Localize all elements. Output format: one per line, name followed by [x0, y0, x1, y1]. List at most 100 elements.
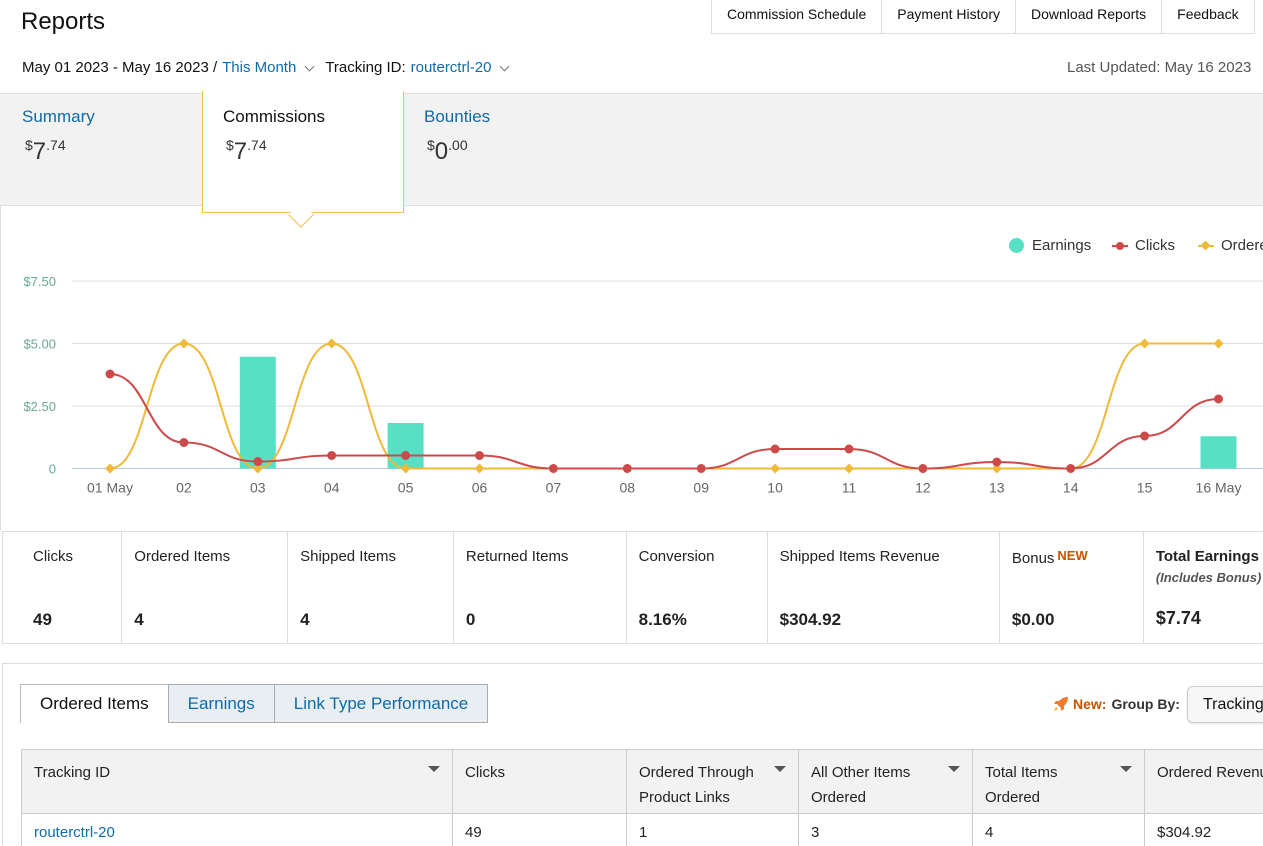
sort-down-icon[interactable] [428, 766, 440, 772]
x-tick-label: 15 [1137, 480, 1153, 496]
ordered-items-table: Tracking ID Clicks Ordered Through Produ… [21, 749, 1263, 846]
active-tab-highlight [202, 91, 404, 213]
x-tick-label: 03 [250, 480, 266, 496]
page-title: Reports [21, 8, 106, 35]
col-tracking-id[interactable]: Tracking ID [21, 749, 453, 814]
clicks-point [1066, 464, 1076, 473]
ordered-point [474, 463, 485, 474]
x-tick-label: 04 [324, 480, 340, 496]
cell-tracking-id[interactable]: routerctrl-20 [21, 813, 453, 846]
legend-clicks[interactable]: Clicks [1112, 237, 1175, 254]
x-tick-label: 08 [620, 480, 636, 496]
metric-shipped-items: Shipped Items 4 [288, 532, 454, 643]
clicks-point [992, 457, 1002, 467]
top-nav: Commission Schedule Payment History Down… [711, 0, 1255, 34]
metrics-row: Clicks 49 Ordered Items 4 Shipped Items 4 R… [2, 531, 1263, 644]
tab-bounties-label[interactable]: Bounties [424, 107, 491, 126]
group-by-select[interactable]: Tracking ID [1187, 686, 1263, 723]
tracking-label: Tracking ID: [325, 59, 406, 76]
tab-summary[interactable]: Summary $7.74 [22, 93, 95, 206]
nav-feedback[interactable]: Feedback [1162, 0, 1255, 33]
subtab-earnings[interactable]: Earnings [167, 684, 275, 723]
ordered-point [252, 463, 263, 474]
subtab-link-type-performance[interactable]: Link Type Performance [273, 684, 489, 723]
clicks-point [918, 464, 928, 473]
x-tick-label: 02 [176, 480, 192, 496]
chart-container [0, 206, 1263, 530]
y-tick-label: 0 [49, 462, 56, 477]
y-tick-label: $2.50 [23, 399, 56, 414]
clicks-point [548, 464, 558, 473]
earnings-legend-icon [1009, 238, 1024, 253]
ordered-point [326, 338, 337, 349]
earnings-bar [239, 356, 276, 469]
x-tick-label: 01 May [87, 480, 133, 496]
x-tick-label: 12 [915, 480, 931, 496]
legend-ordered[interactable]: Ordered [1198, 237, 1263, 254]
clicks-point [1214, 394, 1223, 404]
cell-other-items: 3 [798, 813, 973, 846]
x-tick-label: 16 May [1196, 480, 1242, 496]
ordered-point [991, 463, 1002, 474]
sort-down-icon[interactable] [1120, 766, 1132, 772]
metric-conversion: Conversion 8.16% [627, 532, 768, 643]
rocket-icon [1054, 697, 1068, 711]
tab-summary-label[interactable]: Summary [22, 107, 95, 126]
report-filters: May 01 2023 - May 16 2023 / This Month T… [22, 59, 520, 76]
summary-band [0, 93, 1263, 206]
ordered-point [178, 338, 189, 349]
cell-ordered-through-links: 1 [626, 813, 799, 846]
chevron-down-icon[interactable] [304, 61, 315, 71]
chevron-down-icon[interactable] [500, 61, 510, 71]
col-other-items[interactable]: All Other Items Ordered [798, 749, 973, 814]
cell-clicks: 49 [452, 813, 627, 846]
col-total-items[interactable]: Total Items Ordered [972, 749, 1145, 814]
col-clicks[interactable]: Clicks [452, 749, 627, 814]
y-tick-label: $7.50 [23, 274, 56, 289]
commissions-amount: $7.74 [226, 137, 267, 165]
col-ordered-through-links[interactable]: Ordered Through Product Links [626, 749, 799, 814]
col-ordered-revenue[interactable]: Ordered Revenue [1144, 749, 1263, 814]
sort-down-icon[interactable] [948, 766, 960, 772]
legend-earnings[interactable]: Earnings [1009, 237, 1091, 254]
ordered-point [1139, 338, 1150, 349]
y-tick-label: $5.00 [23, 337, 56, 352]
clicks-point [179, 438, 189, 447]
metric-returned-items: Returned Items 0 [454, 532, 627, 643]
x-tick-label: 06 [472, 480, 488, 496]
nav-download-reports[interactable]: Download Reports [1016, 0, 1163, 33]
last-updated: Last Updated: May 16 2023 [1067, 59, 1252, 76]
sort-down-icon[interactable] [774, 766, 786, 772]
metric-shipped-revenue: Shipped Items Revenue $304.92 [768, 532, 1000, 643]
metric-bonus: Bonus NEW $0.00 [1000, 532, 1144, 643]
nav-commission-schedule[interactable]: Commission Schedule [712, 0, 883, 33]
metric-clicks: Clicks 49 [3, 532, 123, 643]
x-tick-label: 11 [842, 480, 857, 496]
ordered-point [105, 463, 115, 474]
metric-total-earnings: Total Earnings (Includes Bonus) $7.74 [1155, 548, 1262, 628]
tracking-id-dropdown[interactable]: routerctrl-20 [410, 59, 492, 76]
nav-payment-history[interactable]: Payment History [882, 0, 1016, 33]
earnings-bar [1200, 436, 1237, 469]
x-tick-label: 14 [1063, 480, 1079, 496]
subtab-ordered-items[interactable]: Ordered Items [20, 684, 169, 723]
clicks-point [253, 457, 263, 466]
summary-amount: $7.74 [25, 137, 66, 165]
clicks-point [1140, 431, 1150, 441]
clicks-point [401, 451, 411, 460]
ordered-point [1213, 338, 1224, 349]
table-row: routerctrl-20 49 1 3 4 $304.92 [21, 813, 1263, 846]
period-dropdown[interactable]: This Month [222, 59, 297, 76]
report-table-panel [2, 663, 1263, 846]
clicks-point [475, 451, 484, 460]
cell-ordered-revenue: $304.92 [1144, 813, 1263, 846]
tab-commissions-label: Commissions [223, 107, 326, 126]
clicks-point [696, 464, 706, 473]
tab-bounties[interactable]: Bounties $0.00 [424, 93, 490, 206]
earnings-chart: $7.50 $5.00 $2.50 0 01 May 02 03 04 05 06 07 08 09 10… [23, 274, 1263, 496]
x-tick-label: 05 [398, 480, 414, 496]
clicks-legend-icon [1112, 241, 1128, 251]
tab-commissions[interactable]: Commissions $7.74 [223, 93, 325, 206]
metric-ordered-items: Ordered Items 4 [122, 532, 289, 643]
x-tick-label: 09 [693, 480, 709, 496]
